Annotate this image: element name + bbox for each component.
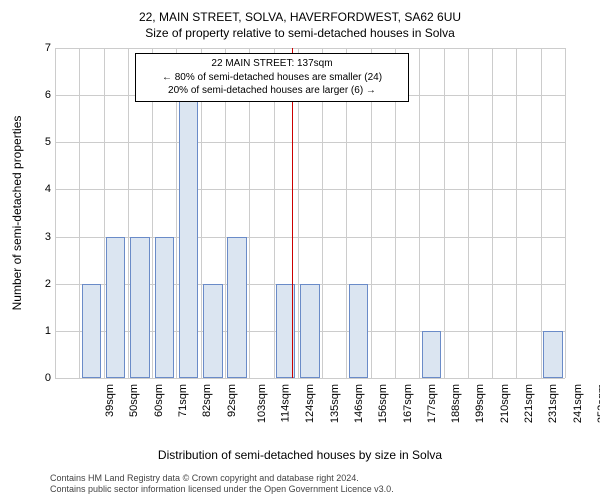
- x-tick-label: 135sqm: [329, 384, 341, 423]
- x-tick-label: 39sqm: [104, 384, 116, 417]
- y-tick-label: 3: [45, 231, 51, 243]
- grid-line-vertical: [419, 48, 420, 378]
- histogram-bar: [422, 331, 441, 378]
- grid-line-horizontal: [55, 189, 565, 190]
- chart-plot-area: 22 MAIN STREET: 137sqm← 80% of semi-deta…: [55, 48, 565, 378]
- y-tick-label: 4: [45, 183, 51, 195]
- x-tick-label: 92sqm: [226, 384, 238, 417]
- grid-line-vertical: [541, 48, 542, 378]
- histogram-bar: [203, 284, 222, 378]
- x-tick-label: 82sqm: [201, 384, 213, 417]
- grid-line-vertical: [565, 48, 566, 378]
- grid-line-horizontal: [55, 142, 565, 143]
- grid-line-vertical: [444, 48, 445, 378]
- y-tick-label: 2: [45, 278, 51, 290]
- histogram-bar: [300, 284, 319, 378]
- annotation-line-2: ← 80% of semi-detached houses are smalle…: [142, 71, 402, 85]
- grid-line-vertical: [104, 48, 105, 378]
- x-tick-label: 50sqm: [128, 384, 140, 417]
- x-tick-label: 188sqm: [450, 384, 462, 423]
- histogram-bar: [106, 237, 125, 378]
- histogram-bar: [179, 95, 198, 378]
- histogram-bar: [82, 284, 101, 378]
- footer-line-2: Contains public sector information licen…: [50, 484, 394, 496]
- y-tick-label: 1: [45, 325, 51, 337]
- x-tick-label: 210sqm: [499, 384, 511, 423]
- grid-line-vertical: [516, 48, 517, 378]
- grid-line-vertical: [468, 48, 469, 378]
- footer-attribution: Contains HM Land Registry data © Crown c…: [50, 473, 394, 496]
- x-tick-label: 241sqm: [572, 384, 584, 423]
- annotation-box: 22 MAIN STREET: 137sqm← 80% of semi-deta…: [135, 53, 409, 102]
- x-tick-label: 167sqm: [402, 384, 414, 423]
- title-secondary: Size of property relative to semi-detach…: [0, 24, 600, 40]
- x-axis-labels: 39sqm 50sqm 60sqm 71sqm 82sqm 92sqm 103sqm 114s…: [55, 378, 565, 438]
- grid-line-vertical: [79, 48, 80, 378]
- y-tick-label: 5: [45, 136, 51, 148]
- y-axis-labels: 01234567: [0, 48, 55, 378]
- chart-container: 22, MAIN STREET, SOLVA, HAVERFORDWEST, S…: [0, 0, 600, 500]
- y-tick-label: 6: [45, 89, 51, 101]
- x-tick-label: 156sqm: [377, 384, 389, 423]
- grid-line-vertical: [492, 48, 493, 378]
- histogram-bar: [155, 237, 174, 378]
- histogram-bar: [227, 237, 246, 378]
- x-tick-label: 103sqm: [256, 384, 268, 423]
- histogram-bar: [349, 284, 368, 378]
- x-tick-label: 177sqm: [426, 384, 438, 423]
- annotation-line-3: 20% of semi-detached houses are larger (…: [142, 84, 402, 98]
- title-primary: 22, MAIN STREET, SOLVA, HAVERFORDWEST, S…: [0, 0, 600, 24]
- x-tick-label: 252sqm: [596, 384, 600, 423]
- x-tick-label: 124sqm: [305, 384, 317, 423]
- y-tick-label: 0: [45, 372, 51, 384]
- x-tick-label: 146sqm: [353, 384, 365, 423]
- x-tick-label: 114sqm: [279, 384, 291, 422]
- x-tick-label: 60sqm: [153, 384, 165, 417]
- x-axis-title: Distribution of semi-detached houses by …: [0, 448, 600, 462]
- x-tick-label: 199sqm: [475, 384, 487, 423]
- grid-line-vertical: [55, 48, 56, 378]
- grid-line-vertical: [128, 48, 129, 378]
- annotation-line-1: 22 MAIN STREET: 137sqm: [142, 57, 402, 71]
- x-tick-label: 231sqm: [547, 384, 559, 423]
- x-tick-label: 71sqm: [177, 384, 189, 417]
- y-tick-label: 7: [45, 42, 51, 54]
- footer-line-1: Contains HM Land Registry data © Crown c…: [50, 473, 394, 485]
- x-tick-label: 221sqm: [523, 384, 535, 423]
- histogram-bar: [543, 331, 562, 378]
- grid-line-horizontal: [55, 48, 565, 49]
- histogram-bar: [130, 237, 149, 378]
